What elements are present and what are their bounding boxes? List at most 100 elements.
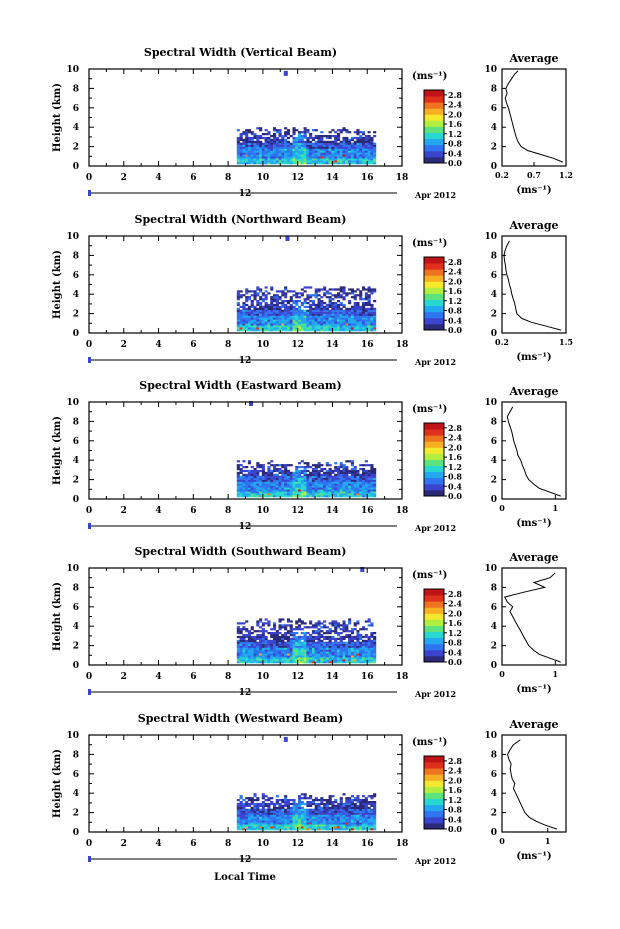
heatmap-cell [270, 649, 274, 652]
heatmap-cell [289, 152, 293, 155]
heatmap-cell [323, 321, 327, 324]
heatmap-cell [253, 292, 257, 295]
heatmap-cell [331, 469, 335, 473]
heatmap-cell [317, 487, 321, 490]
heatmap-cell [295, 303, 299, 307]
x-tick-label: 16 [361, 340, 374, 350]
heatmap-cell [275, 323, 279, 326]
heatmap-cell [300, 818, 304, 821]
average-y-tick-label: 8 [491, 84, 497, 94]
heatmap-cell [317, 313, 321, 316]
heatmap-cell [267, 162, 271, 165]
heatmap-cell [295, 158, 299, 161]
heatmap-cell [306, 464, 310, 467]
heatmap-cell [300, 661, 304, 664]
heatmap-cell [362, 327, 366, 330]
heatmap-cell [284, 144, 288, 147]
heatmap-cell [362, 814, 366, 817]
heatmap-cell [373, 826, 377, 829]
heatmap-cell [261, 315, 265, 318]
colorbar-tick-label: 0.8 [448, 805, 462, 815]
x-tick-label: 16 [361, 672, 374, 682]
heatmap-cell [311, 808, 315, 811]
heatmap-cell [286, 816, 290, 819]
heatmap-cell [339, 812, 343, 815]
heatmap-cell [314, 632, 318, 635]
heatmap-cell [236, 822, 240, 825]
heatmap-cell [273, 643, 277, 646]
heatmap-cell [250, 131, 254, 134]
heatmap-cell [259, 814, 263, 817]
heatmap-cell [362, 481, 366, 484]
heatmap-cell [339, 286, 343, 289]
heatmap-cell [259, 127, 263, 130]
heatmap-cell [284, 319, 288, 322]
heatmap-cell [281, 826, 285, 829]
heatmap-cell [247, 144, 251, 147]
heatmap-cell [325, 479, 329, 482]
heatmap-cell [356, 150, 360, 153]
heatmap-cell [242, 323, 246, 326]
heatmap-cell [281, 158, 285, 161]
heatmap-cell [289, 643, 293, 646]
heatmap-cell [334, 296, 338, 299]
heatmap-cell [334, 641, 338, 644]
heatmap-cell [314, 812, 318, 815]
heatmap-cell [303, 820, 307, 823]
heatmap-cell [298, 325, 302, 328]
heatmap-cell [236, 657, 240, 660]
heatmap-cell [253, 824, 257, 827]
heatmap-cell [300, 801, 304, 804]
heatmap-cell [239, 296, 243, 299]
heatmap-cell [311, 647, 315, 650]
heatmap-cell [314, 146, 318, 149]
heatmap-cell [362, 820, 366, 823]
heatmap-cell [303, 489, 307, 492]
heatmap-cell [267, 620, 271, 623]
heatmap-cell [334, 630, 338, 633]
heatmap-cell [309, 135, 313, 138]
heatmap-cell [303, 622, 307, 625]
heatmap-cell [359, 481, 363, 484]
heatmap-cell [286, 305, 290, 308]
heatmap-cell [273, 818, 277, 821]
heatmap-cell [362, 802, 366, 806]
heatmap-cell [250, 820, 254, 823]
heatmap-cell [239, 489, 243, 492]
heatmap-cell [342, 296, 346, 299]
heatmap-cell [295, 628, 299, 631]
heatmap-cell [337, 305, 341, 308]
heatmap-cell [345, 655, 349, 658]
heatmap-cell [295, 327, 299, 330]
heatmap-cell [331, 649, 335, 652]
heatmap-cell [370, 826, 374, 829]
heatmap-cell [303, 824, 307, 827]
heatmap-cell [339, 643, 343, 646]
heatmap-cell [278, 655, 282, 658]
heatmap-cell [281, 657, 285, 660]
heatmap-cell [289, 639, 293, 642]
heatmap-cell [362, 302, 366, 305]
heatmap-cell [253, 321, 257, 324]
heatmap-cell [273, 150, 277, 153]
colorbar-segment [424, 150, 444, 158]
heatmap-cell [267, 651, 271, 654]
heatmap-cell [289, 628, 293, 631]
heatmap-cell [353, 136, 357, 140]
heatmap-cell [359, 160, 363, 163]
heatmap-cell [270, 319, 274, 322]
heatmap-cell [253, 795, 257, 798]
heatmap-cell [367, 483, 371, 486]
heatmap-cell [295, 309, 299, 312]
colorbar-frame [423, 89, 445, 164]
heatmap-cell [245, 475, 249, 478]
heatmap-cell [264, 144, 268, 147]
y-tick-label: 6 [73, 770, 79, 780]
heatmap-cell [292, 313, 296, 316]
heatmap-cell [261, 816, 265, 819]
heatmap-cell [239, 641, 243, 644]
heatmap-cell [284, 487, 288, 490]
heatmap-cell [317, 818, 321, 821]
heatmap-cell [242, 824, 246, 827]
heatmap-cell [353, 826, 357, 829]
